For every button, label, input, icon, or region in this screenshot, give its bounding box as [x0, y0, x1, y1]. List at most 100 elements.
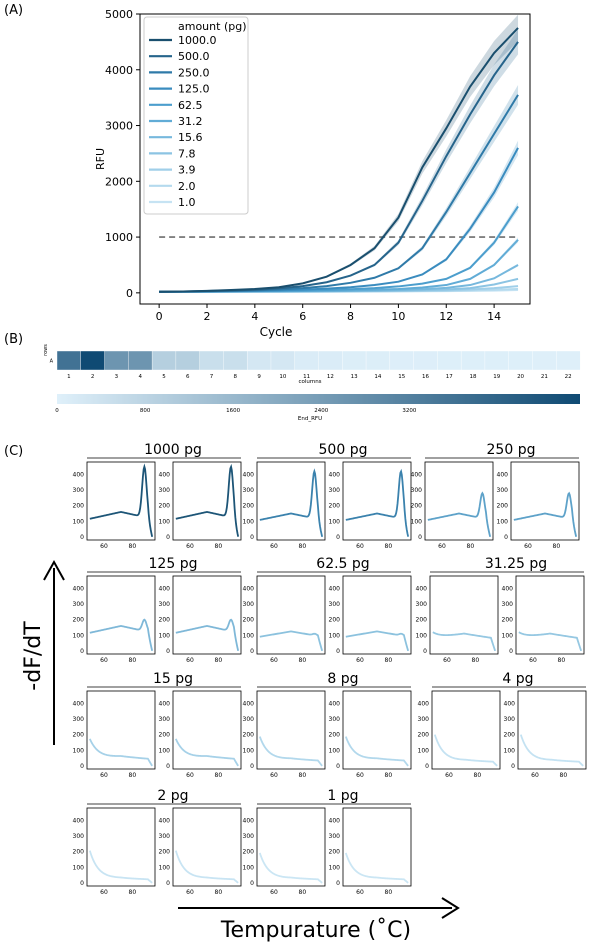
group-title: 125 pg	[149, 556, 198, 572]
heatmap-cell	[199, 350, 224, 371]
legend-item-label: 125.0	[178, 83, 210, 96]
subplot-frame	[515, 575, 585, 655]
subplot-y-tick-label: 400	[329, 817, 341, 824]
subplot-y-tick-label: 100	[159, 747, 171, 754]
subplot-x-tick-label: 80	[299, 889, 307, 896]
subplot-y-tick-label: 300	[159, 487, 171, 494]
colorbar-tick-label: 3200	[402, 408, 416, 414]
subplot-y-tick-label: 200	[329, 732, 341, 739]
subplot-y-tick-label: 0	[425, 763, 429, 770]
melt-curve-line	[344, 852, 409, 884]
subplot-x-tick-label: 80	[474, 772, 482, 779]
panel-a-x-axis-label: Cycle	[260, 325, 293, 339]
series-band-500.0	[159, 29, 519, 292]
melt-curve-subplot: 60 80 0 100 200 300 400	[411, 461, 494, 550]
melt-curve-line	[89, 618, 154, 652]
melt-curve-subplot: 60 80 0 100 200 300 400	[329, 461, 412, 550]
x-axis-arrow-head	[441, 897, 460, 919]
subplot-x-tick-label: 80	[215, 772, 223, 779]
panel-b-label: (B)	[4, 332, 23, 347]
group-title: 8 pg	[327, 671, 358, 687]
heatmap-column-label: 20	[517, 374, 524, 380]
subplot-frame	[517, 690, 587, 770]
subplot-y-tick-label: 300	[416, 601, 428, 608]
heatmap-column-label: 15	[398, 374, 405, 380]
subplot-y-tick-label: 400	[329, 585, 341, 592]
subplot-y-tick-label: 400	[504, 700, 516, 707]
heatmap-column-label: 11	[303, 374, 310, 380]
heatmap-cell	[318, 350, 343, 371]
heatmap-cell	[413, 350, 438, 371]
subplot-y-tick-label: 200	[416, 617, 428, 624]
subplot-y-tick-label: 100	[329, 632, 341, 639]
subplot-y-tick-label: 300	[504, 716, 516, 723]
subplot-y-tick-label: 100	[411, 518, 423, 525]
heatmap-cell	[294, 350, 319, 371]
melt-curve-line	[175, 463, 240, 537]
subplot-x-tick-label: 60	[100, 772, 108, 779]
melt-curve-subplot: 60 80 0 100 200 300 400	[243, 575, 326, 664]
subplot-y-tick-label: 200	[159, 503, 171, 510]
subplot-y-tick-label: 400	[159, 585, 171, 592]
x-tick-label: 8	[347, 310, 354, 323]
subplot-x-tick-label: 60	[270, 889, 278, 896]
melt-curve-group: 15 pg 60 80 0 100 200 300 400 60 80 0 100 200 300 400	[73, 671, 242, 779]
subplot-x-tick-label: 80	[385, 657, 393, 664]
subplot-y-tick-label: 100	[329, 864, 341, 871]
subplot-frame	[342, 807, 412, 887]
subplot-y-tick-label: 300	[159, 601, 171, 608]
subplot-y-tick-label: 300	[329, 487, 341, 494]
heatmap-cell	[80, 350, 106, 371]
subplot-y-tick-label: 400	[329, 471, 341, 478]
subplot-y-tick-label: 200	[73, 617, 85, 624]
subplot-y-tick-label: 400	[502, 585, 514, 592]
heatmap-column-label: 12	[327, 374, 334, 380]
melt-curve-subplot: 60 80 0 100 200 300 400	[329, 690, 412, 779]
melt-curve-subplot: 60 80 0 100 200 300 400	[159, 690, 242, 779]
heatmap-cell	[151, 350, 177, 371]
melt-curve-line	[345, 630, 410, 652]
x-tick-label: 14	[487, 310, 501, 323]
subplot-y-tick-label: 100	[416, 632, 428, 639]
subplot-x-tick-label: 80	[299, 543, 307, 550]
group-title: 1000 pg	[144, 442, 202, 458]
subplot-y-tick-label: 300	[73, 716, 85, 723]
heatmap-cell	[342, 350, 367, 371]
subplot-x-tick-label: 80	[129, 657, 137, 664]
subplot-x-tick-label: 60	[529, 657, 537, 664]
group-title: 31.25 pg	[485, 556, 547, 572]
subplot-y-tick-label: 200	[73, 849, 85, 856]
legend-box	[143, 16, 249, 215]
group-title: 250 pg	[487, 442, 536, 458]
melt-curve-line	[432, 631, 497, 652]
subplot-y-tick-label: 0	[250, 648, 254, 655]
subplot-y-tick-label: 300	[329, 833, 341, 840]
subplot-y-tick-label: 0	[166, 763, 170, 770]
subplot-y-tick-label: 0	[336, 763, 340, 770]
subplot-y-tick-label: 100	[159, 864, 171, 871]
subplot-y-tick-label: 400	[73, 700, 85, 707]
subplot-y-tick-label: 200	[73, 503, 85, 510]
melt-curve-subplot: 60 80 0 100 200 300 400	[159, 461, 242, 550]
heatmap-column-label: 2	[91, 374, 95, 380]
heatmap-column-label: 3	[115, 374, 119, 380]
panel-b: (B) rows A 1 2 3 4 5 6 7 8 9 10 11 12 13 14 15 16 17 18 19…	[4, 332, 581, 422]
melt-curve-subplot: 60 80 0 100 200 300 400	[329, 575, 412, 664]
colorbar-label: End_RFU	[298, 416, 322, 422]
subplot-frame	[172, 461, 242, 541]
subplot-y-tick-label: 300	[411, 487, 423, 494]
subplot-x-tick-label: 80	[553, 543, 561, 550]
subplot-y-tick-label: 100	[502, 632, 514, 639]
melt-curve-subplot: 60 80 0 100 200 300 400	[418, 690, 501, 779]
melt-curve-line	[258, 736, 323, 767]
subplot-y-tick-label: 0	[166, 880, 170, 887]
heatmap-cell	[556, 350, 581, 371]
colorbar	[57, 394, 580, 404]
panel-c-y-axis-label: -dF/dT	[21, 621, 46, 691]
melt-curve-subplot: 60 80 0 100 200 300 400	[73, 461, 156, 550]
subplot-y-tick-label: 0	[504, 534, 508, 541]
subplot-frame	[429, 575, 499, 655]
y-tick-label: 3000	[105, 120, 133, 133]
subplot-y-tick-label: 400	[329, 700, 341, 707]
heatmap-cell	[437, 350, 462, 371]
